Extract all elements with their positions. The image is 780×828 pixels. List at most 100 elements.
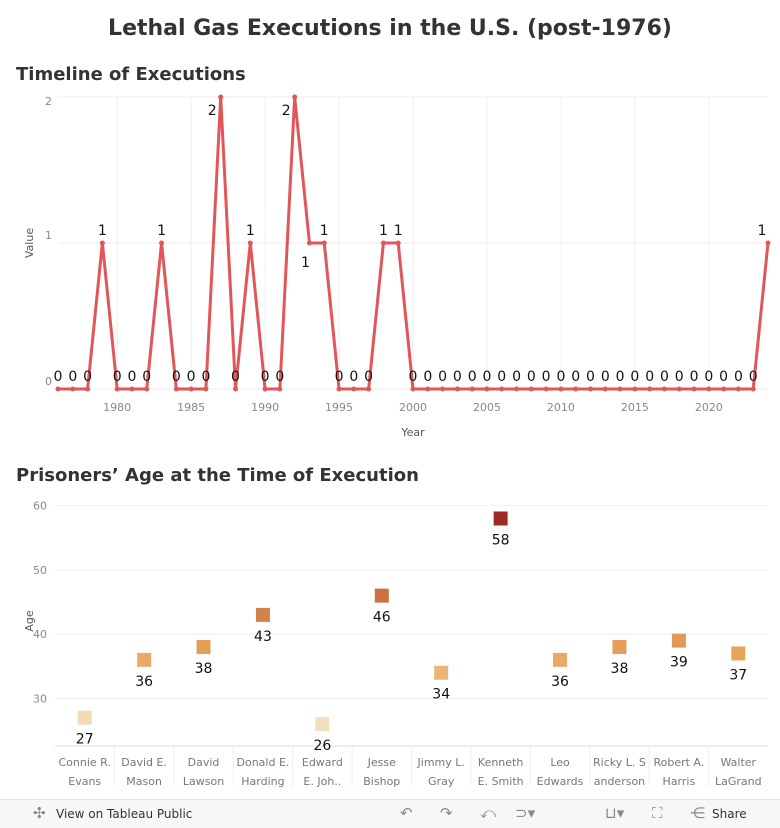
x-category-label: David — [188, 756, 220, 769]
age-marker — [255, 607, 270, 622]
data-point — [647, 386, 653, 392]
view-on-tableau-link[interactable]: View on Tableau Public — [56, 807, 193, 821]
data-point — [691, 386, 697, 392]
data-label: 0 — [542, 369, 551, 385]
data-label: 0 — [571, 369, 580, 385]
y-tick-label: 50 — [33, 564, 47, 577]
x-category-label: anderson — [594, 775, 645, 788]
data-point — [721, 386, 727, 392]
data-point — [70, 386, 76, 392]
data-label: 0 — [497, 369, 506, 385]
data-label: 1 — [379, 223, 388, 239]
share-icon[interactable]: ⋲ — [690, 804, 705, 822]
x-tick-label: 2015 — [621, 401, 649, 414]
age-marker — [671, 633, 686, 648]
data-label: 0 — [645, 369, 654, 385]
x-category-label: Edwards — [537, 775, 584, 788]
x-tick-label: 1985 — [177, 401, 205, 414]
tableau-toolbar: ✣ View on Tableau Public ↶ ↷ ⤺ ⊃▾ ⊔▾ ⛶ ⋲… — [0, 799, 780, 828]
x-category-label: David E. — [121, 756, 167, 769]
undo-icon[interactable]: ↶ — [400, 804, 413, 822]
x-tick-label: 1995 — [325, 401, 353, 414]
x-category-label: E. Joh.. — [303, 775, 341, 788]
x-category-label: Harding — [241, 775, 284, 788]
x-tick-label: 2005 — [473, 401, 501, 414]
data-point — [188, 386, 194, 392]
data-label: 0 — [468, 369, 477, 385]
age-marker — [434, 665, 449, 680]
y-tick-label: 0 — [45, 375, 52, 388]
data-label: 1 — [98, 223, 107, 239]
data-label: 26 — [313, 738, 331, 754]
data-point — [114, 386, 120, 392]
data-label: 36 — [135, 674, 153, 690]
x-category-label: Walter — [721, 756, 757, 769]
data-label: 0 — [527, 369, 536, 385]
data-point — [129, 386, 135, 392]
data-label: 0 — [172, 369, 181, 385]
data-point — [277, 386, 283, 392]
x-category-label: Jimmy L. — [417, 756, 465, 769]
data-label: 0 — [749, 369, 758, 385]
data-label: 0 — [482, 369, 491, 385]
data-point — [528, 386, 534, 392]
data-point — [425, 386, 431, 392]
data-label: 0 — [349, 369, 358, 385]
data-point — [602, 386, 608, 392]
data-point — [440, 386, 446, 392]
data-point — [292, 94, 298, 100]
data-label: 0 — [127, 369, 136, 385]
age-marker — [612, 640, 627, 655]
data-label: 0 — [719, 369, 728, 385]
y-tick-label: 60 — [33, 500, 47, 513]
data-label: 0 — [113, 369, 122, 385]
y-axis-title: Value — [23, 228, 36, 258]
data-point — [159, 240, 165, 246]
data-point — [351, 386, 357, 392]
dashboard-title: Lethal Gas Executions in the U.S. (post-… — [108, 16, 672, 41]
age-marker — [196, 640, 211, 655]
data-label: 0 — [68, 369, 77, 385]
data-label: 0 — [142, 369, 151, 385]
refresh-icon[interactable]: ⊃▾ — [515, 804, 536, 822]
data-point — [99, 240, 105, 246]
x-category-label: Bishop — [363, 775, 400, 788]
data-label: 0 — [261, 369, 270, 385]
data-label: 0 — [586, 369, 595, 385]
data-point — [306, 240, 312, 246]
data-label: 0 — [556, 369, 565, 385]
data-label: 0 — [231, 369, 240, 385]
x-category-label: Jesse — [367, 756, 396, 769]
data-label: 0 — [364, 369, 373, 385]
data-label: 0 — [601, 369, 610, 385]
data-label: 46 — [373, 610, 391, 626]
download-icon[interactable]: ⊔▾ — [605, 804, 625, 822]
data-label: 0 — [275, 369, 284, 385]
revert-icon[interactable]: ⤺ — [480, 804, 497, 822]
share-button[interactable]: Share — [712, 807, 747, 821]
x-tick-label: 1980 — [103, 401, 131, 414]
fullscreen-icon[interactable]: ⛶ — [652, 804, 663, 822]
data-point — [588, 386, 593, 392]
data-point — [395, 240, 401, 246]
x-category-label: Kenneth — [478, 756, 523, 769]
data-point — [218, 94, 224, 100]
x-category-label: Donald E. — [237, 756, 290, 769]
data-label: 0 — [690, 369, 699, 385]
x-tick-label: 1990 — [251, 401, 279, 414]
data-point — [366, 386, 372, 392]
data-point — [661, 386, 667, 392]
data-label: 0 — [675, 369, 684, 385]
data-label: 34 — [432, 687, 450, 703]
x-tick-label: 2010 — [547, 401, 575, 414]
data-point — [765, 240, 771, 246]
age-marker — [137, 652, 152, 667]
data-label: 43 — [254, 629, 272, 645]
data-point — [706, 386, 712, 392]
data-label: 1 — [394, 223, 403, 239]
data-label: 0 — [616, 369, 625, 385]
redo-icon[interactable]: ↷ — [440, 804, 453, 822]
data-label: 0 — [83, 369, 92, 385]
data-label: 0 — [409, 369, 418, 385]
data-point — [336, 386, 342, 392]
